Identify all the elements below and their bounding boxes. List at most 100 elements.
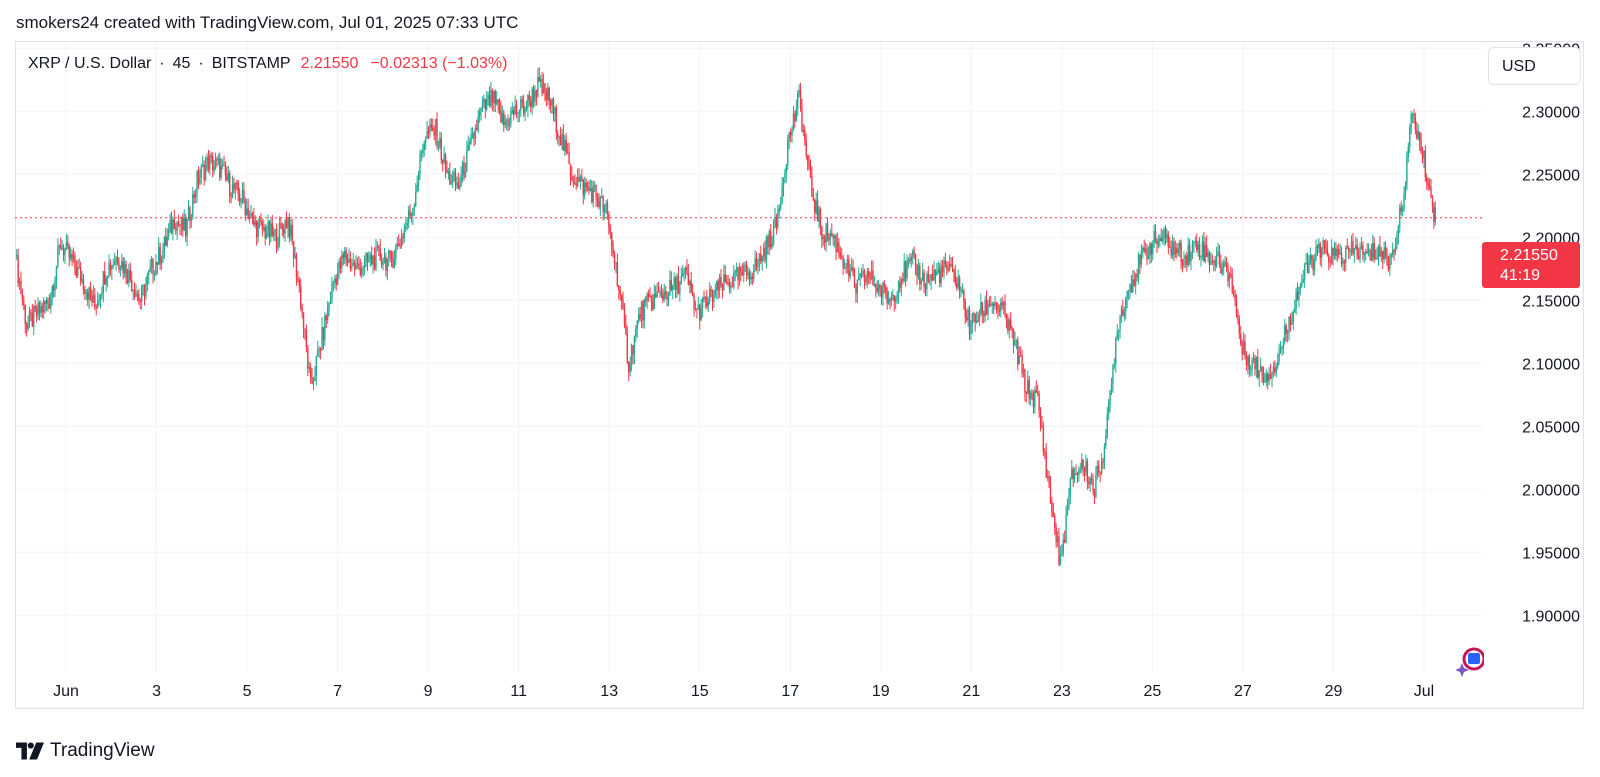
candle-body	[79, 267, 82, 282]
candle-body	[231, 183, 234, 197]
candle-body	[731, 286, 734, 288]
candle-body	[1328, 255, 1330, 262]
candle-body	[1049, 483, 1052, 502]
candle-body	[243, 190, 245, 202]
candle-body	[491, 90, 494, 103]
candle-body	[672, 285, 674, 291]
candle-body	[1369, 249, 1371, 252]
candle-body	[860, 273, 863, 275]
candle-body	[1232, 292, 1235, 294]
candle-body	[831, 233, 833, 237]
x-tick-label: 15	[691, 683, 709, 700]
candle-body	[973, 313, 975, 315]
candle-body	[984, 299, 986, 317]
candle-body	[913, 251, 915, 254]
ai-assistant-icon[interactable]	[1456, 645, 1484, 677]
candle-body	[113, 262, 116, 265]
candle-body	[1112, 365, 1114, 384]
candle-body	[58, 245, 61, 247]
candle-body	[1417, 131, 1419, 138]
candle-body	[290, 224, 292, 237]
candle-body	[912, 251, 914, 257]
footer-brand[interactable]: TradingView	[16, 740, 155, 762]
candle-body	[42, 300, 45, 313]
candle-body	[978, 314, 981, 321]
candle-body	[160, 259, 163, 265]
currency-button[interactable]: USD	[1488, 47, 1581, 85]
legend-symbol[interactable]: XRP / U.S. Dollar	[28, 55, 152, 72]
candle-body	[588, 186, 590, 191]
candle-body	[180, 216, 183, 226]
x-tick-label: 5	[243, 683, 252, 700]
candle-body	[716, 280, 718, 290]
chart-grid	[16, 42, 1482, 672]
candle-body	[140, 286, 143, 302]
candle-body	[1163, 228, 1165, 238]
candle-body	[939, 269, 941, 284]
candle-body	[1144, 248, 1147, 252]
candle-body	[801, 108, 803, 132]
candle-body	[568, 152, 570, 165]
candle-body	[451, 175, 454, 183]
y-tick-label: 2.00000	[1522, 482, 1580, 499]
candle-body	[1272, 366, 1275, 373]
candle-body	[89, 286, 92, 296]
candle-body	[946, 265, 948, 270]
candle-body	[351, 266, 353, 269]
candle-body	[1188, 245, 1191, 262]
candle-body	[667, 295, 670, 300]
candle-body	[659, 291, 661, 293]
legend-exchange[interactable]: BITSTAMP	[211, 55, 291, 72]
candle-body	[1234, 293, 1236, 301]
candle-body	[430, 124, 433, 128]
candle-body	[1127, 290, 1130, 292]
candle-body	[1217, 251, 1219, 255]
candle-body	[1055, 527, 1057, 543]
candle-body	[1400, 207, 1402, 212]
candle-body	[538, 77, 540, 82]
candle-body	[799, 89, 802, 109]
candle-body	[439, 138, 441, 146]
candle-body	[988, 304, 991, 306]
candle-body	[859, 273, 861, 277]
candle-body	[531, 88, 533, 107]
candle-body	[1035, 389, 1037, 393]
candle-body	[987, 304, 989, 315]
candle-body	[758, 253, 761, 262]
candle-body	[1027, 379, 1029, 394]
candle-body	[764, 247, 766, 261]
candle-body	[184, 218, 187, 237]
candle-body	[1001, 302, 1003, 306]
candle-body	[1284, 325, 1286, 342]
candle-body	[341, 254, 343, 269]
candle-body	[1201, 241, 1204, 257]
candle-body	[1214, 260, 1216, 266]
candle-body	[1105, 436, 1107, 447]
candle-body	[1024, 369, 1026, 393]
candle-body	[603, 206, 606, 213]
candle-body	[775, 216, 778, 228]
candle-body	[914, 253, 917, 266]
symbol-legend[interactable]: XRP / U.S. Dollar · 45 · BITSTAMP 2.2155…	[28, 55, 507, 73]
candle-body	[1305, 262, 1307, 265]
candle-body	[429, 124, 431, 134]
x-tick-label: 21	[962, 683, 980, 700]
candle-body	[730, 286, 732, 289]
candle-body	[772, 226, 775, 245]
candle-body	[25, 324, 28, 330]
candle-body	[835, 235, 837, 253]
candle-body	[1032, 394, 1035, 408]
candle-body	[1261, 366, 1263, 374]
candle-body	[517, 113, 519, 115]
candle-body	[684, 267, 687, 271]
legend-interval[interactable]: 45	[172, 55, 191, 72]
candle-body	[1312, 259, 1314, 271]
candle-body	[1089, 478, 1091, 485]
y-tick-label: 2.25000	[1522, 167, 1580, 184]
candle-body	[747, 272, 749, 276]
candle-body	[1411, 113, 1414, 115]
candle-body	[679, 283, 681, 295]
candle-body	[798, 89, 800, 93]
candle-body	[636, 320, 638, 329]
